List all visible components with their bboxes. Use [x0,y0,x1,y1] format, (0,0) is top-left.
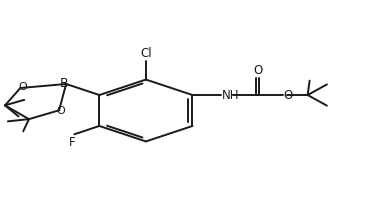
Text: B: B [60,78,68,90]
Text: O: O [283,89,293,101]
Text: O: O [253,64,262,77]
Text: NH: NH [222,89,240,101]
Text: O: O [18,82,26,92]
Text: O: O [57,106,65,116]
Text: Cl: Cl [140,47,152,60]
Text: F: F [69,136,76,149]
